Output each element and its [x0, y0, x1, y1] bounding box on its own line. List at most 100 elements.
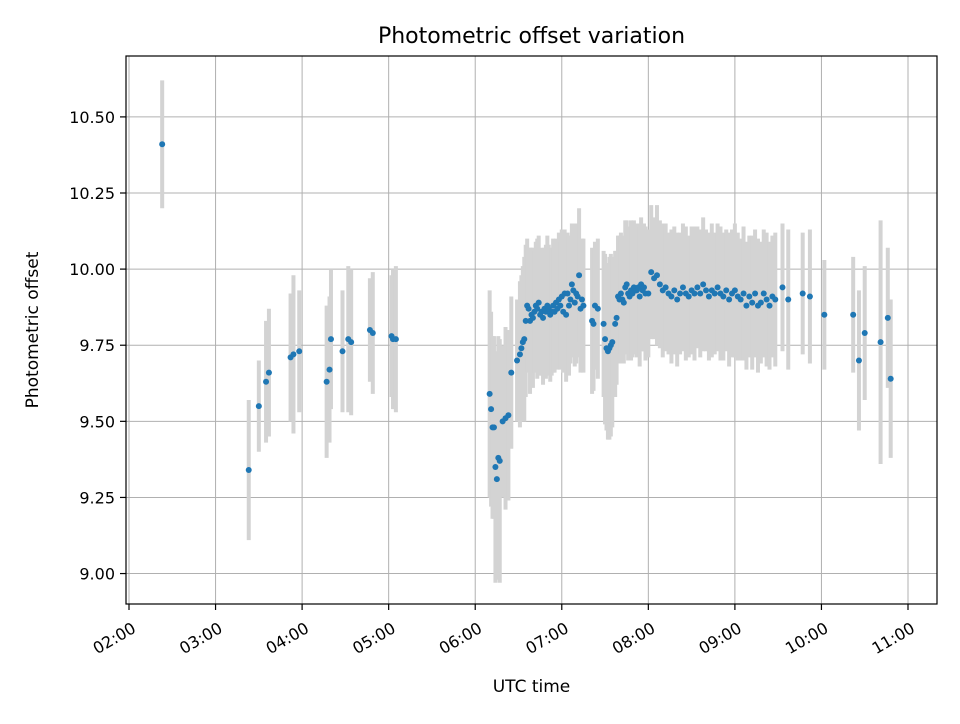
data-point [850, 311, 857, 318]
data-point [496, 457, 503, 464]
data-point [516, 351, 523, 358]
data-point [806, 293, 813, 300]
y-tick-label: 10.50 [69, 108, 115, 127]
data-point [594, 305, 601, 312]
data-point [763, 296, 770, 303]
data-point [369, 330, 376, 337]
y-tick-label: 9.50 [79, 412, 115, 431]
data-point [766, 302, 773, 309]
data-point [576, 272, 583, 279]
data-point [505, 412, 512, 419]
y-axis-label: Photometric offset [23, 251, 43, 408]
data-point [612, 320, 619, 327]
data-point [493, 476, 500, 483]
data-point [674, 296, 681, 303]
data-point [590, 320, 597, 327]
data-point [392, 336, 399, 343]
data-point [508, 369, 515, 376]
data-point [723, 287, 730, 294]
data-point [671, 287, 678, 294]
data-point [799, 290, 806, 297]
data-point [620, 299, 627, 306]
data-point [518, 345, 525, 352]
data-point [529, 314, 536, 321]
data-point [746, 293, 753, 300]
data-point [697, 290, 704, 297]
data-point [265, 369, 272, 376]
data-point [641, 284, 648, 291]
x-axis-label: UTC time [493, 677, 571, 697]
y-tick-label: 10.25 [69, 184, 115, 203]
data-point [525, 305, 532, 312]
data-point [645, 290, 652, 297]
data-point [726, 296, 733, 303]
data-point [521, 336, 528, 343]
data-point [760, 290, 767, 297]
data-point [568, 281, 575, 288]
data-point [714, 284, 721, 291]
data-point [752, 290, 759, 297]
data-point [617, 290, 624, 297]
data-point [492, 464, 499, 470]
data-point [731, 287, 738, 294]
data-point [779, 284, 786, 291]
data-point [855, 357, 862, 364]
data-point [490, 424, 497, 431]
data-point [653, 272, 660, 279]
data-point [522, 317, 529, 324]
data-point [636, 293, 643, 300]
data-point [648, 269, 655, 276]
data-point [703, 287, 710, 294]
data-point [700, 281, 707, 288]
data-point [580, 302, 587, 309]
data-point [877, 339, 884, 346]
data-point [578, 296, 585, 303]
data-point [486, 390, 493, 397]
y-tick-label: 9.75 [79, 336, 115, 355]
data-point [821, 311, 828, 318]
data-point [323, 378, 330, 385]
data-point [861, 330, 868, 337]
y-tick-label: 9.25 [79, 488, 115, 507]
data-point [887, 375, 894, 382]
data-point [564, 290, 571, 297]
data-point [884, 314, 891, 321]
data-point [602, 336, 609, 343]
data-point [691, 290, 698, 297]
data-point [339, 348, 346, 355]
data-point [711, 290, 718, 297]
data-point [290, 351, 297, 358]
chart-title: Photometric offset variation [378, 24, 685, 49]
data-point [563, 311, 570, 318]
data-point [609, 339, 616, 346]
data-point [679, 284, 686, 291]
data-point [540, 314, 547, 321]
data-point [694, 284, 701, 291]
data-point [705, 293, 712, 300]
data-point [677, 290, 684, 297]
data-point [245, 467, 252, 474]
data-point [567, 296, 574, 303]
data-point [600, 320, 607, 327]
data-point [557, 302, 564, 309]
point-layer [159, 141, 894, 483]
data-point [574, 293, 581, 300]
data-point [535, 299, 542, 306]
data-point [743, 302, 750, 309]
y-tick-label: 9.00 [79, 565, 115, 584]
data-point [623, 281, 630, 288]
data-point [571, 299, 578, 306]
data-point [159, 141, 166, 148]
data-point [737, 296, 744, 303]
data-point [685, 293, 692, 300]
y-tick-label: 10.00 [69, 260, 115, 279]
data-point [263, 378, 270, 385]
data-point [757, 299, 764, 306]
data-point [327, 336, 334, 343]
data-point [565, 302, 572, 309]
data-point [514, 357, 521, 364]
data-point [720, 293, 727, 300]
data-point [785, 296, 792, 303]
